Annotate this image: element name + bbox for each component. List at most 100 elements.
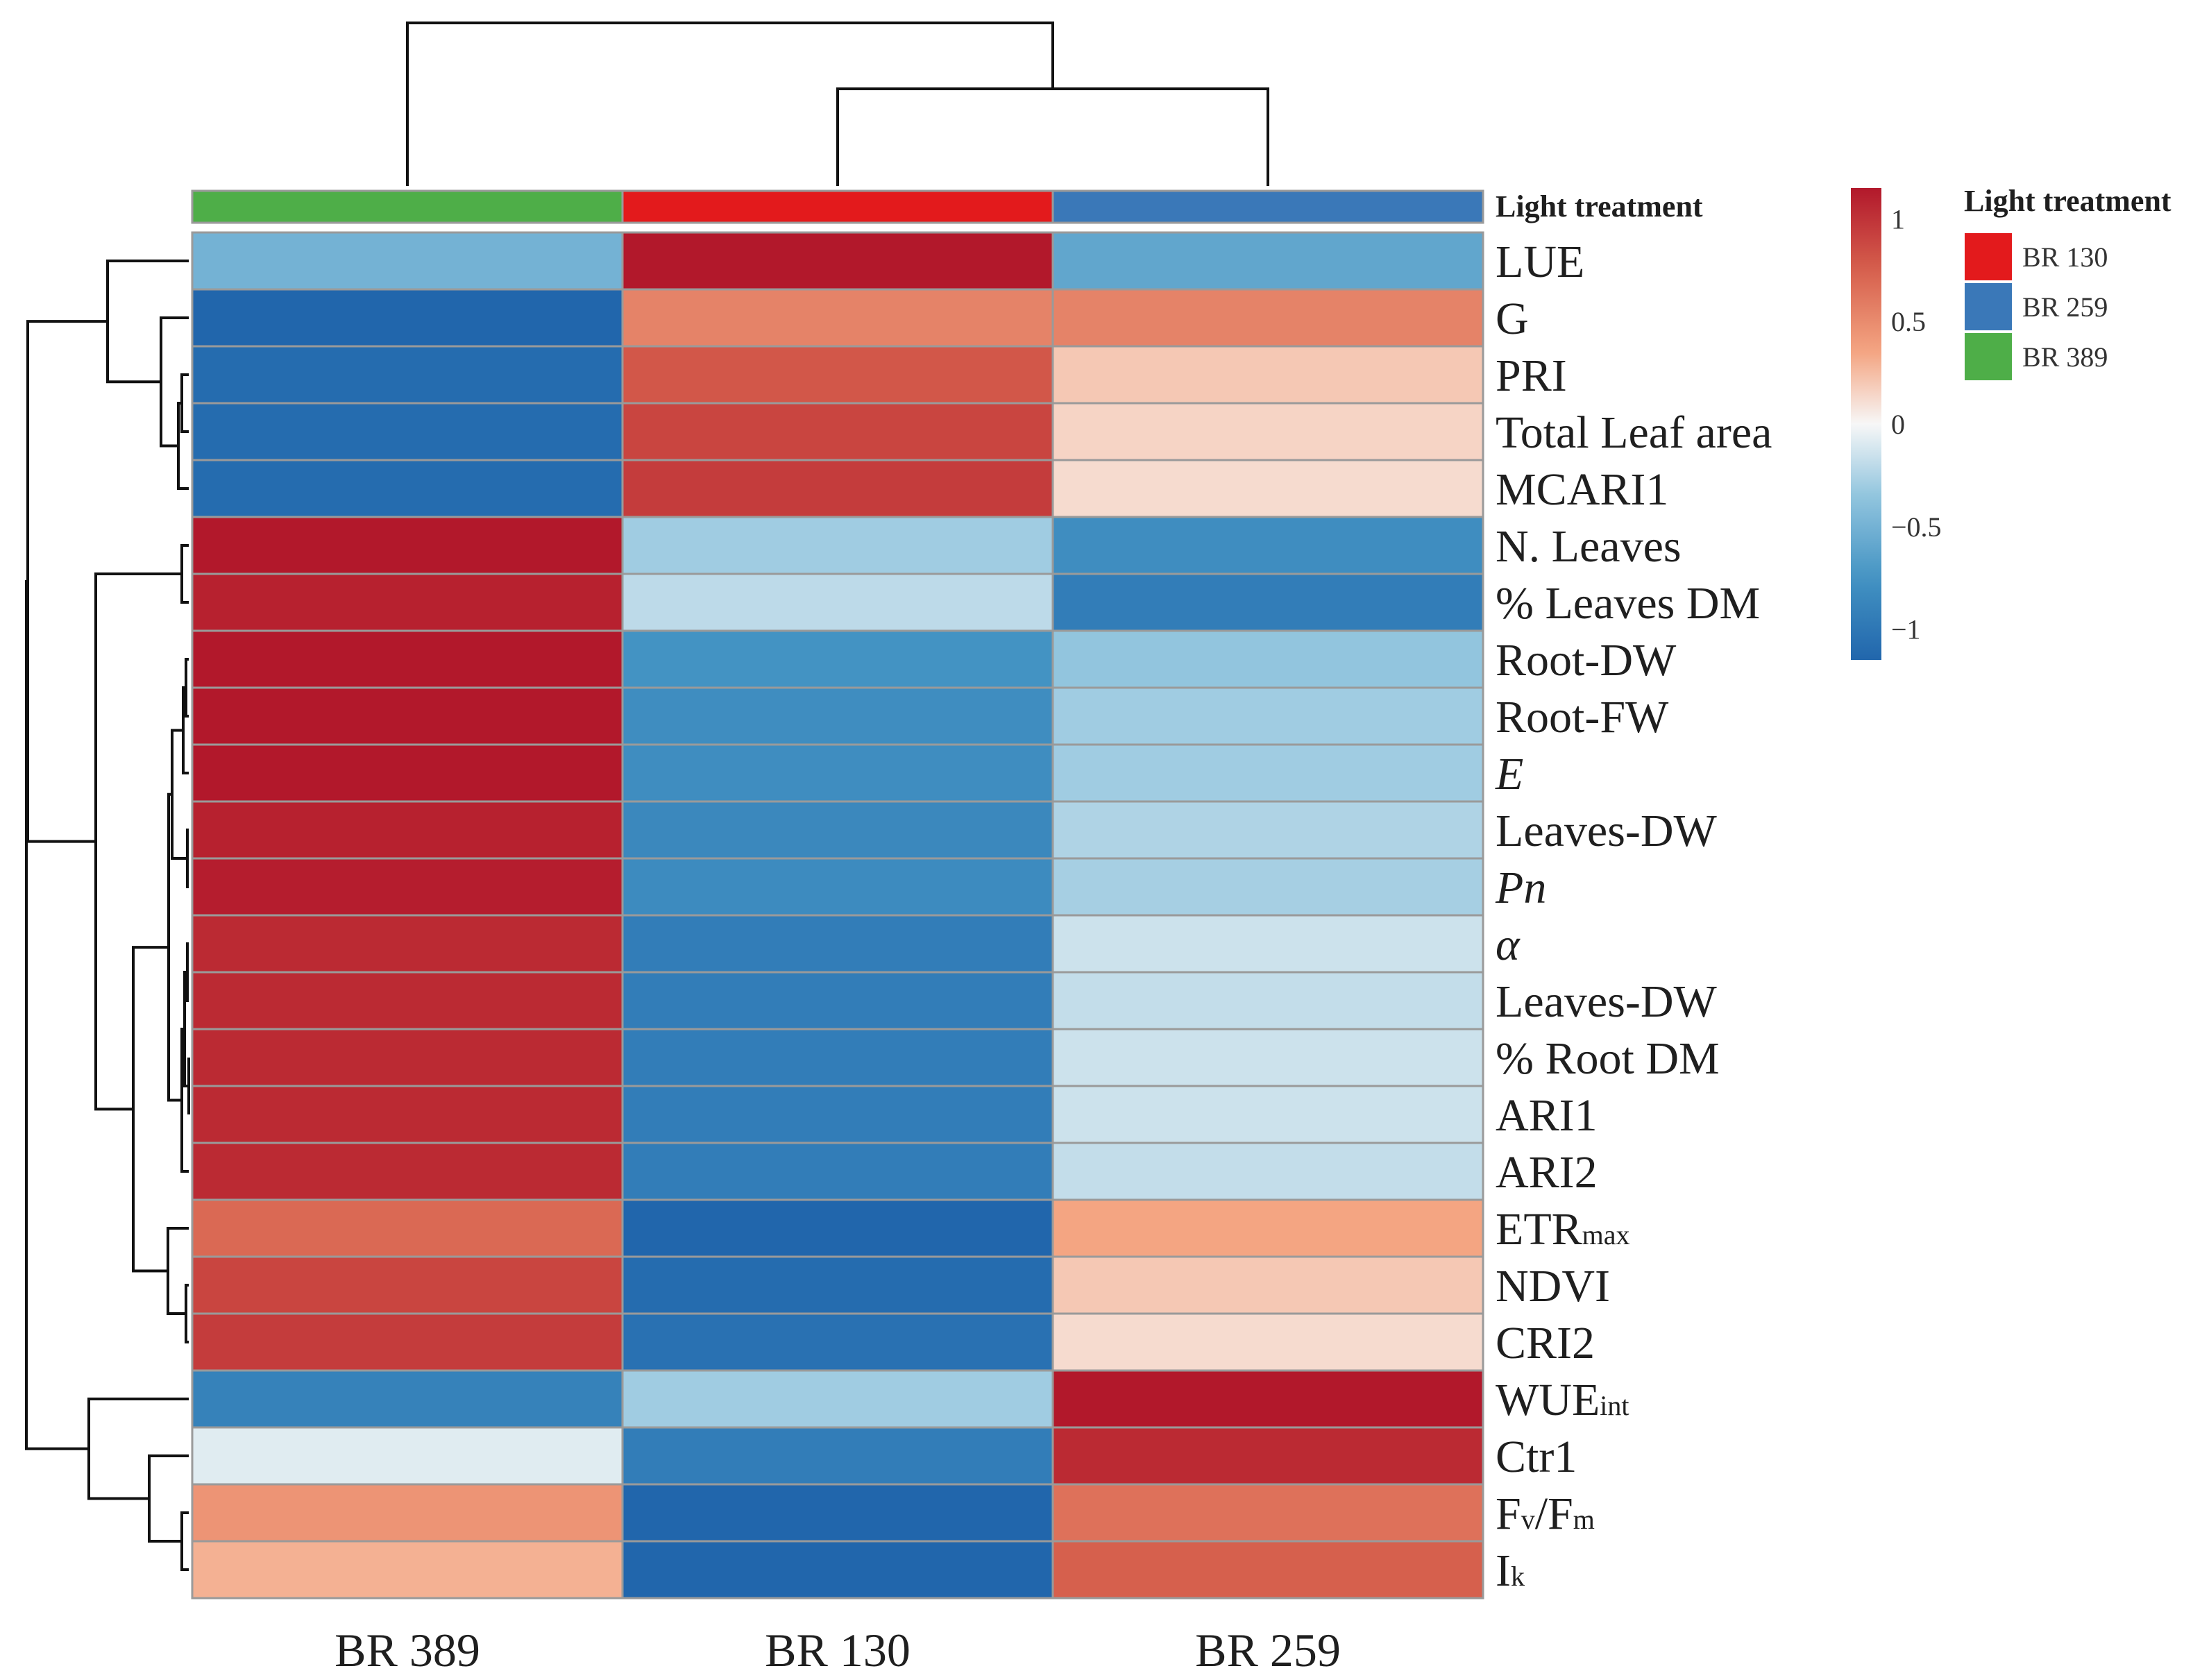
heatmap-cell bbox=[1051, 288, 1484, 348]
dendrogram-branch bbox=[132, 946, 169, 1273]
row-label: % Leaves DM bbox=[1496, 578, 1760, 629]
row-label: % Root DM bbox=[1496, 1033, 1720, 1084]
heatmap-cell bbox=[191, 1426, 624, 1486]
heatmap-cell bbox=[191, 629, 624, 689]
heatmap-cells bbox=[191, 231, 1484, 1600]
heatmap-cell bbox=[191, 800, 624, 860]
dendrogram-branch bbox=[160, 316, 189, 448]
heatmap-cell bbox=[1051, 572, 1484, 632]
annotation-cell bbox=[1051, 189, 1484, 224]
heatmap-cell bbox=[191, 459, 624, 518]
row-label: MCARI1 bbox=[1496, 464, 1668, 515]
heatmap-cell bbox=[1051, 1028, 1484, 1087]
column-annotation-bar bbox=[191, 189, 1484, 224]
heatmap-cell bbox=[1051, 971, 1484, 1030]
dendrogram-branch bbox=[167, 792, 182, 1102]
row-label: ARI2 bbox=[1496, 1147, 1598, 1198]
heatmap-cell bbox=[621, 402, 1054, 461]
heatmap-cell bbox=[621, 857, 1054, 917]
row-label: Total Leaf area bbox=[1496, 407, 1772, 458]
dendrogram-branch bbox=[180, 1511, 189, 1571]
heatmap-cell bbox=[1051, 1085, 1484, 1144]
row-label: LUE bbox=[1496, 237, 1584, 287]
heatmap-cell bbox=[1051, 231, 1484, 291]
row-label: Ctr1 bbox=[1496, 1432, 1577, 1482]
heatmap-cell bbox=[191, 1540, 624, 1600]
color-scale-bar bbox=[1851, 188, 1881, 660]
dendrogram-branch bbox=[180, 544, 189, 604]
heatmap-cell bbox=[191, 1483, 624, 1543]
heatmap-cell bbox=[1051, 345, 1484, 405]
heatmap-cell bbox=[621, 800, 1054, 860]
heatmap-cell bbox=[191, 1142, 624, 1201]
dendrogram-branch bbox=[836, 87, 1269, 186]
row-label: ARI1 bbox=[1496, 1090, 1598, 1141]
heatmap-cell bbox=[621, 1028, 1054, 1087]
heatmap-cell bbox=[621, 686, 1054, 746]
heatmap-cell bbox=[1051, 1540, 1484, 1600]
annotation-title: Light treatment bbox=[1496, 189, 1703, 223]
heatmap-cell bbox=[1051, 1369, 1484, 1429]
legend-title: Light treatment bbox=[1964, 184, 2171, 218]
heatmap-cell bbox=[1051, 914, 1484, 974]
row-label: G bbox=[1496, 294, 1529, 344]
heatmap-cell bbox=[621, 231, 1054, 291]
heatmap-cell bbox=[621, 1369, 1054, 1429]
heatmap-cell bbox=[621, 459, 1054, 518]
heatmap-cell bbox=[1051, 1142, 1484, 1201]
dendrogram-branch bbox=[87, 1398, 189, 1500]
row-label: Root-DW bbox=[1496, 635, 1677, 686]
color-scale-tick: 1 bbox=[1891, 203, 1905, 235]
row-label: Leaves-DW bbox=[1496, 976, 1718, 1027]
heatmap-cell bbox=[191, 402, 624, 461]
color-scale-tick: −1 bbox=[1891, 614, 1921, 645]
heatmap-cell bbox=[621, 1312, 1054, 1372]
heatmap-cell bbox=[1051, 743, 1484, 803]
heatmap-cell bbox=[621, 1198, 1054, 1258]
column-labels: BR 389 BR 130 BR 259 bbox=[335, 1624, 1341, 1677]
heatmap-cell bbox=[191, 971, 624, 1030]
dendrogram-branch bbox=[406, 22, 1054, 186]
heatmap-cell bbox=[1051, 629, 1484, 689]
annotation-legend: Light treatment BR 130 BR 259 BR 389 bbox=[1963, 184, 2171, 382]
dendrogram-branch bbox=[185, 1284, 189, 1343]
heatmap-cell bbox=[621, 572, 1054, 632]
annotation-cell bbox=[621, 189, 1054, 224]
heatmap-cell bbox=[621, 1255, 1054, 1315]
heatmap-cell bbox=[621, 1540, 1054, 1600]
heatmap-cell bbox=[191, 1312, 624, 1372]
heatmap-cell bbox=[621, 743, 1054, 803]
legend-label: BR 389 bbox=[2022, 341, 2108, 373]
row-label: CRI2 bbox=[1496, 1318, 1595, 1368]
heatmap-cell bbox=[191, 914, 624, 974]
row-label: WUEint bbox=[1496, 1375, 1629, 1425]
column-label: BR 259 bbox=[1195, 1624, 1341, 1677]
heatmap-cell bbox=[1051, 1312, 1484, 1372]
heatmap-cell bbox=[191, 1028, 624, 1087]
dendrogram-branch bbox=[25, 579, 89, 1450]
heatmap-cell bbox=[191, 743, 624, 803]
row-label: α bbox=[1496, 919, 1521, 970]
dendrogram-branch bbox=[185, 658, 189, 718]
dendrogram-branch bbox=[171, 729, 187, 860]
dendrogram-branch bbox=[180, 373, 189, 433]
annotation-cell bbox=[191, 189, 624, 224]
heatmap-cell bbox=[621, 629, 1054, 689]
row-label: Fv/Fm bbox=[1496, 1488, 1595, 1539]
heatmap-cell bbox=[621, 288, 1054, 348]
legend-swatch bbox=[1963, 282, 2013, 332]
heatmap-cell bbox=[191, 686, 624, 746]
color-scale-legend: 1 0.5 0 −0.5 −1 bbox=[1851, 188, 1942, 660]
heatmap-cell bbox=[621, 1483, 1054, 1543]
row-label: E bbox=[1495, 749, 1523, 799]
row-label: Leaves-DW bbox=[1496, 806, 1718, 856]
legend-label: BR 259 bbox=[2022, 291, 2108, 323]
heatmap-cell bbox=[621, 1085, 1054, 1144]
row-label: Pn bbox=[1495, 863, 1546, 913]
heatmap-cell bbox=[1051, 686, 1484, 746]
heatmap-cell bbox=[1051, 459, 1484, 518]
heatmap-cell bbox=[191, 1085, 624, 1144]
heatmap-cell bbox=[1051, 516, 1484, 575]
